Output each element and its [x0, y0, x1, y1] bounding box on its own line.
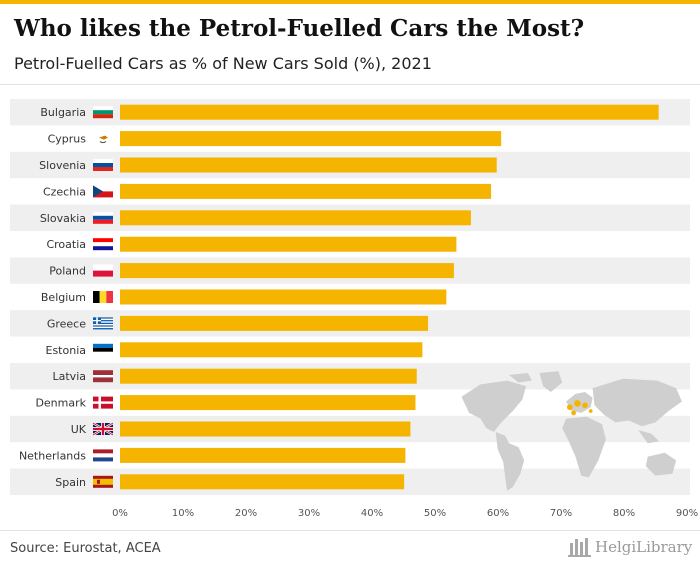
bar: [120, 315, 429, 331]
bar: [120, 342, 423, 358]
flag-icon: [93, 475, 113, 488]
x-tick-label: 10%: [172, 508, 194, 519]
x-tick-label: 40%: [361, 508, 383, 519]
category-label: Greece: [47, 317, 86, 330]
flag-icon: [93, 159, 113, 171]
chart-title: Who likes the Petrol-Fuelled Cars the Mo…: [14, 15, 585, 42]
logo-text: HelgiLibrary: [595, 538, 693, 556]
bar: [120, 474, 405, 490]
category-label: Slovenia: [39, 159, 86, 172]
category-label: Czechia: [43, 185, 86, 198]
bar: [120, 104, 659, 120]
category-label: Slovakia: [40, 212, 86, 225]
flag-icon: [93, 370, 113, 383]
x-tick-label: 0%: [112, 508, 128, 519]
flag-icon: [93, 211, 113, 224]
source-note: Source: Eurostat, ACEA: [10, 541, 161, 556]
category-label: Spain: [55, 476, 86, 489]
bar: [120, 210, 471, 226]
flag-icon: [93, 317, 113, 330]
flag-icon: [93, 132, 113, 145]
flag-icon: [93, 185, 113, 198]
bar: [120, 447, 406, 463]
category-label: Croatia: [46, 238, 86, 251]
category-label: Cyprus: [48, 133, 87, 146]
bar: [120, 236, 457, 252]
category-label: Poland: [49, 265, 86, 278]
category-label: Latvia: [53, 370, 87, 383]
bar: [120, 263, 454, 279]
bar: [120, 157, 497, 173]
flag-icon: [93, 106, 113, 119]
flag-icon: [93, 343, 113, 356]
header-divider: [0, 84, 700, 85]
x-tick-label: 70%: [550, 508, 572, 519]
x-tick-label: 60%: [487, 508, 509, 519]
library-icon: [568, 538, 591, 557]
footer-divider: [0, 530, 700, 531]
flag-icon: [93, 238, 113, 251]
bar: [120, 421, 411, 437]
flag-icon: [93, 396, 113, 409]
bar: [120, 395, 416, 411]
category-label: Estonia: [46, 344, 87, 357]
flag-icon: [93, 449, 113, 462]
chart-subtitle: Petrol-Fuelled Cars as % of New Cars Sol…: [14, 54, 432, 73]
bar: [120, 183, 492, 199]
category-label: Bulgaria: [40, 106, 86, 119]
x-tick-label: 30%: [298, 508, 320, 519]
world-map-illustration: [461, 371, 682, 491]
bar: [120, 289, 447, 305]
category-label: Netherlands: [19, 449, 86, 462]
category-label: Denmark: [35, 397, 86, 410]
bar: [120, 131, 502, 147]
bar: [120, 368, 417, 384]
bar-chart: Bulgaria Cyprus Slovenia Czechia Slovakia Cro…: [10, 99, 698, 519]
category-label: Belgium: [41, 291, 86, 304]
x-tick-label: 80%: [613, 508, 635, 519]
x-tick-label: 50%: [424, 508, 446, 519]
x-tick-label: 90%: [676, 508, 698, 519]
flag-icon: [93, 291, 113, 303]
category-label: UK: [71, 423, 87, 436]
flag-icon: [92, 421, 114, 437]
x-tick-label: 20%: [235, 508, 257, 519]
helgi-library-logo: HelgiLibrary: [568, 536, 696, 560]
flag-icon: [93, 264, 113, 277]
